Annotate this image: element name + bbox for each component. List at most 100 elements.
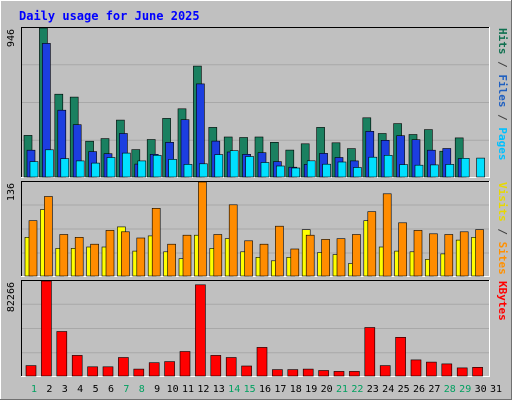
bar-files-day-12 xyxy=(196,83,205,178)
bar-kbytes-day-14 xyxy=(225,357,237,377)
bar-pages-day-19 xyxy=(306,160,316,178)
day-label: 22 xyxy=(351,384,363,395)
bar-sites-day-5 xyxy=(90,243,99,277)
bar-pages-day-18 xyxy=(291,167,301,178)
legend-item: / xyxy=(496,55,509,75)
bar-pages-day-4 xyxy=(75,160,85,178)
bar-kbytes-day-21 xyxy=(333,371,345,377)
bar-kbytes-day-20 xyxy=(318,370,329,377)
day-label: 10 xyxy=(167,384,179,395)
bar-sites-day-17 xyxy=(275,225,284,277)
bar-sites-day-14 xyxy=(228,204,238,277)
day-label: 16 xyxy=(259,384,271,395)
bar-sites-day-29 xyxy=(459,231,469,277)
day-label: 18 xyxy=(290,384,302,395)
series-legend: Visits / Sites xyxy=(496,182,509,275)
legend-item: Pages xyxy=(496,127,509,160)
bar-pages-day-27 xyxy=(430,164,439,178)
day-label: 7 xyxy=(123,384,129,395)
bar-sites-day-19 xyxy=(305,234,315,277)
bar-pages-day-30 xyxy=(476,157,485,178)
bar-kbytes-day-22 xyxy=(349,371,360,377)
bar-kbytes-day-7 xyxy=(118,357,129,377)
bar-kbytes-day-30 xyxy=(472,366,483,377)
legend-item: KBytes xyxy=(496,281,509,321)
day-label: 30 xyxy=(475,384,487,395)
bar-sites-day-12 xyxy=(198,181,207,277)
bar-sites-day-27 xyxy=(429,233,438,277)
bar-sites-day-13 xyxy=(213,234,223,277)
panel-1: 946 Hits / Files / Pages xyxy=(6,27,509,178)
bar-sites-day-9 xyxy=(151,208,161,277)
day-label: 11 xyxy=(182,384,194,395)
bar-sites-day-10 xyxy=(167,243,176,277)
bar-kbytes-day-6 xyxy=(102,366,114,377)
day-label: 25 xyxy=(398,384,410,395)
bar-sites-day-30 xyxy=(475,229,484,277)
bar-pages-day-16 xyxy=(260,162,270,178)
bar-pages-day-14 xyxy=(229,150,239,178)
panel-3: 82266 KBytes xyxy=(6,280,509,377)
bar-sites-day-11 xyxy=(182,234,192,277)
panel-2: 136 Visits / Sites xyxy=(6,181,509,277)
bar-pages-day-23 xyxy=(368,156,378,178)
bar-kbytes-day-2 xyxy=(41,280,52,377)
bar-pages-day-24 xyxy=(383,155,393,178)
day-label: 21 xyxy=(336,384,348,395)
bar-pages-day-10 xyxy=(168,159,177,178)
day-label: 23 xyxy=(367,384,379,395)
legend-item: Visits xyxy=(496,182,509,222)
day-label: 5 xyxy=(93,384,99,395)
bar-pages-day-11 xyxy=(183,164,193,178)
bar-kbytes-day-11 xyxy=(179,351,191,377)
bar-pages-day-9 xyxy=(152,155,162,178)
bar-kbytes-day-13 xyxy=(210,355,222,377)
bar-kbytes-day-23 xyxy=(364,327,376,377)
day-label: 15 xyxy=(244,384,256,395)
series-legend: KBytes xyxy=(496,281,509,321)
bar-pages-day-26 xyxy=(414,164,424,178)
series-legend: Hits / Files / Pages xyxy=(496,28,509,161)
day-label: 27 xyxy=(428,384,440,395)
bar-kbytes-day-15 xyxy=(241,365,252,377)
day-label: 9 xyxy=(154,384,160,395)
bar-kbytes-day-27 xyxy=(426,361,437,377)
legend-item: Files xyxy=(496,74,509,107)
bar-sites-day-6 xyxy=(105,230,115,277)
day-label: 13 xyxy=(213,384,225,395)
bar-sites-day-25 xyxy=(398,222,407,277)
bar-kbytes-day-28 xyxy=(441,363,453,377)
bar-kbytes-day-16 xyxy=(256,347,268,377)
chart-title: Daily usage for June 2025 xyxy=(19,9,200,23)
bar-sites-day-3 xyxy=(59,234,69,277)
bar-kbytes-day-1 xyxy=(25,365,37,377)
bar-sites-day-18 xyxy=(290,248,300,277)
day-label: 8 xyxy=(139,384,145,395)
bar-kbytes-day-17 xyxy=(272,369,283,377)
day-label: 2 xyxy=(46,384,52,395)
bar-sites-day-22 xyxy=(352,234,361,277)
bar-pages-day-3 xyxy=(60,158,70,178)
bar-kbytes-day-19 xyxy=(302,368,314,377)
bar-sites-day-1 xyxy=(28,220,38,277)
day-label: 1 xyxy=(31,384,37,395)
bar-pages-day-2 xyxy=(45,149,54,178)
bar-kbytes-day-25 xyxy=(395,336,406,377)
bar-pages-day-15 xyxy=(245,156,254,178)
day-label: 28 xyxy=(444,384,456,395)
bar-sites-day-2 xyxy=(44,196,53,277)
bar-pages-day-17 xyxy=(276,165,285,178)
day-label: 26 xyxy=(413,384,425,395)
bar-kbytes-day-10 xyxy=(164,361,175,377)
bar-sites-day-16 xyxy=(259,243,269,277)
day-labels: 1 2 3 4 5 6 7 8 9 10 11 12 13 14 15 16 17 18 19 20 21 22 23 24 2… xyxy=(31,384,502,395)
bar-kbytes-day-24 xyxy=(379,365,391,377)
day-label: 3 xyxy=(62,384,68,395)
bar-pages-day-7 xyxy=(122,152,131,178)
bar-kbytes-day-4 xyxy=(71,355,83,377)
bar-kbytes-day-5 xyxy=(87,366,98,377)
bar-kbytes-day-12 xyxy=(195,284,206,377)
day-label: 17 xyxy=(274,384,286,395)
bar-sites-day-24 xyxy=(382,193,392,277)
